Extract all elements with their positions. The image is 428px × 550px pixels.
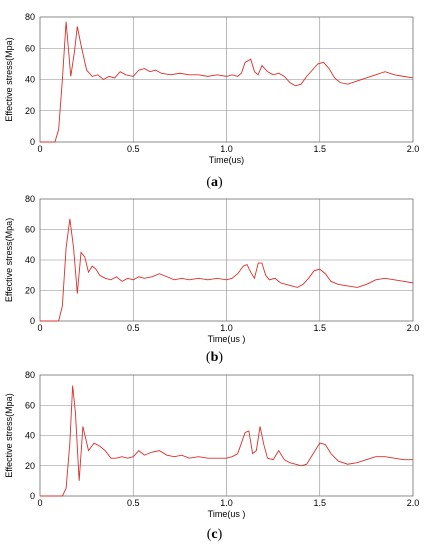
panel-b: 0 20 40 60 80 0 0.5 1.0 1.5 2.0 Time(us ) Effective… <box>4 194 419 365</box>
y-axis-label: Effective stress(Mpa) <box>4 37 14 121</box>
x-tick-label: 1.5 <box>313 498 326 508</box>
plot-frame <box>39 16 414 143</box>
x-axis-label: Time(us ) <box>208 509 246 519</box>
y-tick-label: 20 <box>25 461 35 471</box>
y-tick-label: 40 <box>25 431 35 441</box>
x-tick-label: 1.5 <box>313 144 326 154</box>
y-tick-label: 0 <box>30 316 35 326</box>
y-tick-label: 40 <box>25 75 35 85</box>
x-tick-label: 0.5 <box>127 498 140 508</box>
panel-c: 0 20 40 60 80 0 0.5 1.0 1.5 2.0 Time(us ) Effective… <box>4 370 419 542</box>
panel-a: 0 20 40 60 80 0 0.5 1.0 1.5 2.0 Time(us) Effective … <box>4 12 419 190</box>
x-tick-label: 1.0 <box>220 144 233 154</box>
y-tick-label: 40 <box>25 255 35 265</box>
x-tick-label: 0 <box>37 323 42 333</box>
x-tick-label: 0 <box>37 498 42 508</box>
y-tick-label: 20 <box>25 106 35 116</box>
x-tick-label: 0.5 <box>127 323 140 333</box>
y-tick-label: 80 <box>25 194 35 204</box>
x-tick-label: 1.5 <box>313 323 326 333</box>
plot-frame <box>39 374 414 497</box>
y-tick-label: 60 <box>25 400 35 410</box>
y-tick-label: 20 <box>25 286 35 296</box>
x-tick-label: 0.5 <box>127 144 140 154</box>
x-axis-label: Time(us ) <box>208 334 246 344</box>
panel-label: (c) <box>207 527 223 542</box>
panel-label: (b) <box>206 350 223 365</box>
stress-curve <box>40 21 414 143</box>
panel-label: (a) <box>206 175 223 190</box>
x-tick-label: 0 <box>37 144 42 154</box>
x-tick-label: 2.0 <box>407 498 420 508</box>
x-axis-label: Time(us) <box>209 155 244 165</box>
y-axis-label: Effective stress(Mpa) <box>4 393 14 477</box>
x-tick-label: 2.0 <box>407 323 420 333</box>
stress-curve <box>40 385 413 497</box>
y-tick-label: 0 <box>30 491 35 501</box>
stress-curve <box>40 218 414 322</box>
x-tick-label: 2.0 <box>407 144 420 154</box>
y-tick-label: 80 <box>25 370 35 380</box>
y-axis-label: Effective stress(Mpa) <box>4 218 14 302</box>
x-tick-label: 1.0 <box>220 323 233 333</box>
y-tick-label: 60 <box>25 225 35 235</box>
plot-frame <box>39 198 414 322</box>
y-tick-label: 80 <box>25 12 35 22</box>
y-tick-label: 60 <box>25 43 35 53</box>
y-tick-label: 0 <box>30 137 35 147</box>
x-tick-label: 1.0 <box>220 498 233 508</box>
